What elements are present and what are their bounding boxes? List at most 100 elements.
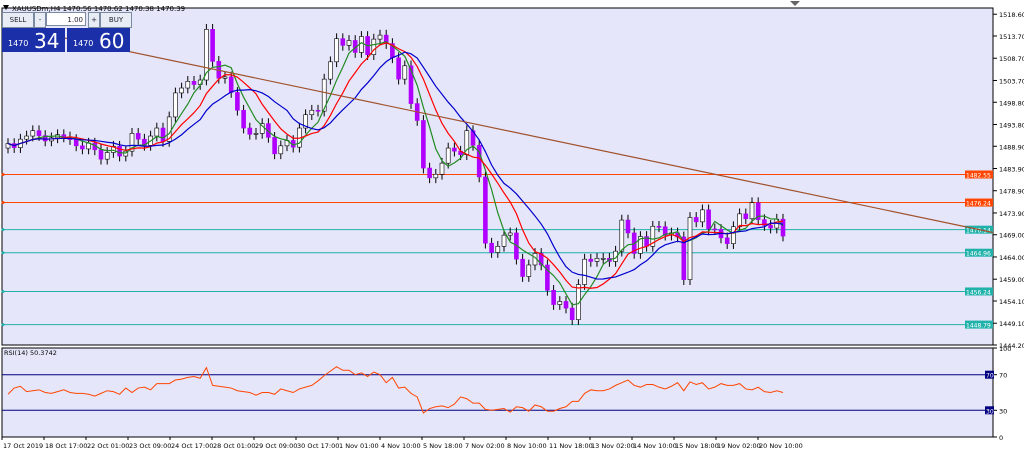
y-tick-label: 1513.70 [999, 33, 1024, 41]
candle-body [576, 284, 581, 320]
candle-body [445, 147, 451, 164]
candle-body [247, 127, 253, 135]
x-tick-label: 30 Oct 17:00 [297, 442, 339, 450]
x-tick-label: 4 Nov 10:00 [381, 442, 421, 450]
buy-price-pips: 60 [99, 29, 125, 53]
candle-body [266, 123, 271, 138]
candle-body [210, 29, 215, 62]
candle-body [185, 81, 191, 89]
candle-body [625, 219, 631, 234]
x-tick-label: 15 Nov 18:00 [675, 442, 719, 450]
candle-body [557, 301, 563, 305]
candle-body [402, 65, 408, 80]
ma-mid-line [7, 42, 784, 289]
candle-body [551, 290, 556, 305]
candle-body [737, 213, 742, 228]
lot-increase-button[interactable]: + [88, 12, 100, 28]
rsi-tick-label: 30 [999, 407, 1007, 415]
candle-body [383, 34, 389, 44]
scroll-marker-icon [790, 1, 800, 6]
y-tick-label: 1503.70 [999, 77, 1024, 85]
candle-body [334, 38, 339, 63]
candle-body [179, 87, 184, 94]
buy-button[interactable]: BUY [100, 12, 132, 28]
candle-body [328, 61, 333, 80]
one-click-trading-panel: SELL - 1.00 + BUY 1470 34 1470 60 [2, 12, 132, 52]
candle-body [98, 149, 104, 160]
trendline [54, 35, 994, 234]
candle-body [563, 301, 569, 309]
candle-body [650, 225, 656, 247]
candle-body [129, 133, 135, 152]
x-tick-label: 13 Nov 02:00 [591, 442, 635, 450]
rsi-level-label: 70 [986, 373, 994, 380]
sell-button[interactable]: SELL [2, 12, 34, 28]
buy-price-prefix: 1470 [73, 39, 94, 48]
candle-body [104, 152, 110, 160]
y-tick-label: 1518.60 [999, 11, 1024, 19]
y-tick-label: 1454.10 [999, 298, 1024, 306]
candle-body [762, 219, 767, 226]
price-line-anchor [1, 228, 5, 232]
x-tick-label: 19 Nov 02:00 [717, 442, 761, 450]
y-tick-label: 1449.10 [999, 320, 1024, 328]
sell-price-prefix: 1470 [8, 39, 29, 48]
x-tick-label: 28 Oct 01:00 [213, 442, 255, 450]
candle-body [36, 130, 42, 136]
candle-body [80, 145, 85, 150]
candle-body [582, 258, 587, 285]
price-line-label: 1464.96 [966, 251, 991, 258]
price-line-anchor [1, 323, 5, 327]
candle-body [687, 217, 693, 280]
price-line-label: 1482.55 [966, 172, 991, 179]
candle-body [749, 202, 755, 220]
candle-body [662, 226, 668, 236]
price-line-label: 1456.24 [966, 289, 991, 296]
price-line-tag [965, 248, 993, 257]
candle-body [656, 225, 662, 228]
x-tick-label: 5 Nov 18:00 [423, 442, 463, 450]
x-tick-label: 24 Oct 17:00 [171, 442, 213, 450]
sell-price-box[interactable]: 1470 34 [2, 28, 65, 52]
price-line-tag [965, 198, 993, 207]
y-tick-label: 1459.00 [999, 276, 1024, 284]
buy-price-box[interactable]: 1470 60 [67, 28, 130, 52]
candle-body [204, 29, 209, 81]
x-tick-label: 8 Nov 10:00 [507, 442, 547, 450]
y-tick-label: 1488.90 [999, 143, 1024, 151]
candle-body [526, 264, 532, 277]
candle-body [24, 135, 29, 140]
candle-body [501, 234, 507, 247]
candle-body [371, 38, 377, 55]
candle-body [731, 226, 736, 244]
candle-body [489, 242, 494, 253]
candle-body [340, 38, 346, 46]
candle-body [700, 209, 705, 223]
candle-body [241, 109, 246, 129]
sell-price-pips: 34 [34, 29, 60, 53]
x-tick-label: 7 Nov 02:00 [465, 442, 505, 450]
y-tick-label: 1508.70 [999, 55, 1024, 63]
candle-body [222, 76, 228, 79]
candle-body [396, 57, 401, 80]
candle-body [30, 130, 36, 137]
candle-body [452, 147, 457, 152]
x-tick-label: 17 Oct 2019 [3, 442, 43, 450]
candle-body [111, 145, 116, 153]
main-plot-area [1, 7, 994, 346]
price-line-tag [965, 170, 993, 179]
lot-size-input[interactable]: 1.00 [46, 12, 86, 26]
y-tick-label: 1498.80 [999, 99, 1024, 107]
y-tick-label: 1493.80 [999, 121, 1024, 129]
candle-body [315, 109, 321, 112]
candle-body [235, 92, 240, 111]
candle-body [272, 137, 277, 155]
ma-slow-line [7, 51, 784, 280]
lot-decrease-button[interactable]: - [34, 12, 46, 28]
candle-body [117, 145, 122, 157]
candle-body [191, 81, 197, 85]
candle-body [724, 237, 730, 244]
y-tick-label: 1469.00 [999, 232, 1024, 240]
candle-body [42, 135, 48, 142]
